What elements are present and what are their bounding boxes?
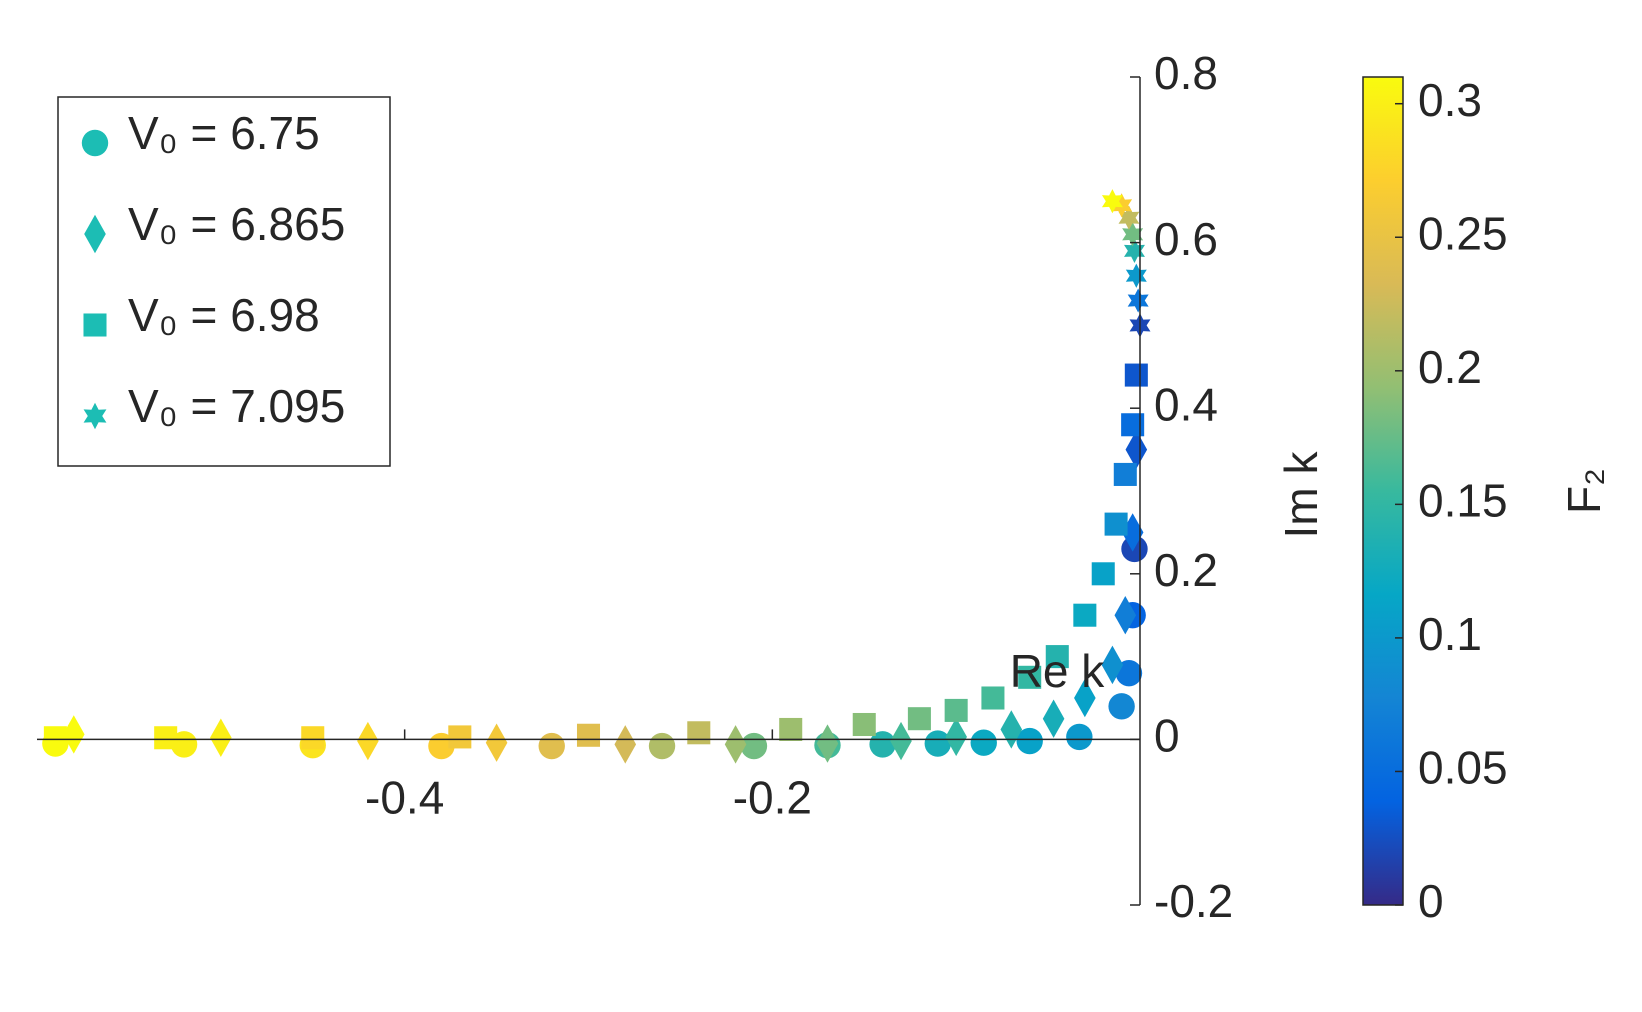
legend-label: V₀ = 6.75	[128, 107, 320, 159]
legend-marker	[81, 129, 109, 157]
colorbar-tick-label: 0.15	[1418, 475, 1508, 527]
y-tick-label: 0.6	[1154, 213, 1218, 265]
point	[1091, 562, 1115, 586]
legend-label: V₀ = 6.865	[128, 198, 345, 250]
colorbar-tick-label: 0.2	[1418, 341, 1482, 393]
point	[1127, 288, 1149, 313]
legend-label: V₀ = 7.095	[128, 380, 345, 432]
point	[1124, 238, 1145, 263]
point	[924, 730, 951, 757]
y-axis-label: Im k	[1275, 451, 1327, 539]
point	[1125, 430, 1148, 469]
point	[1045, 645, 1069, 669]
point	[970, 729, 997, 756]
point	[485, 723, 508, 762]
point	[648, 732, 676, 760]
point	[614, 725, 637, 764]
point	[945, 717, 967, 757]
point	[869, 731, 896, 758]
point	[357, 721, 379, 761]
colorbar-tick-label: 0.25	[1418, 207, 1508, 259]
point	[1125, 263, 1147, 288]
x-tick-label: -0.4	[365, 772, 444, 824]
colorbar-tick-label: 0.1	[1418, 608, 1482, 660]
colorbar	[1362, 76, 1404, 906]
x-axis-label: Re k	[1010, 645, 1106, 697]
y-tick-label: 0.8	[1154, 47, 1218, 99]
y-tick-label: 0.4	[1154, 378, 1218, 430]
point	[1113, 462, 1137, 486]
point	[1115, 659, 1143, 687]
point	[170, 731, 198, 758]
point	[448, 725, 472, 749]
point	[1073, 603, 1097, 627]
point	[43, 726, 67, 750]
point	[1104, 512, 1128, 536]
point	[1000, 710, 1023, 749]
point	[1121, 413, 1145, 437]
point	[687, 721, 711, 745]
plot-area	[42, 189, 1151, 764]
point	[1074, 678, 1096, 718]
point	[1122, 222, 1144, 247]
legend-label: V₀ = 6.98	[128, 289, 320, 341]
point	[1124, 363, 1148, 387]
point	[538, 732, 565, 760]
legend-marker	[83, 313, 107, 337]
point	[981, 686, 1005, 710]
point	[576, 723, 601, 747]
point	[1066, 723, 1093, 751]
point	[907, 707, 931, 731]
point	[852, 712, 876, 737]
point	[301, 726, 325, 750]
point	[724, 725, 747, 764]
point	[890, 721, 912, 761]
point	[1018, 665, 1042, 689]
point	[944, 698, 968, 722]
point	[1114, 596, 1137, 635]
point	[1016, 727, 1043, 755]
colorbar-label: F₂	[1558, 468, 1610, 514]
legend-box	[57, 96, 391, 467]
colorbar-tick-label: 0.3	[1418, 74, 1482, 126]
point	[62, 715, 85, 754]
point	[210, 718, 232, 757]
point	[1108, 693, 1135, 720]
point	[1118, 205, 1140, 230]
point	[1101, 189, 1123, 214]
y-tick-label: 0	[1154, 710, 1180, 762]
point	[816, 724, 839, 763]
colorbar-tick-label: 0.05	[1418, 742, 1508, 794]
point	[1101, 645, 1124, 685]
legend-marker	[84, 214, 106, 254]
y-tick-label: 0.2	[1154, 544, 1218, 596]
point	[1042, 699, 1065, 738]
colorbar-tick-label: 0	[1418, 875, 1444, 927]
point	[154, 726, 178, 750]
x-tick-label: -0.2	[733, 772, 812, 824]
point	[779, 717, 803, 741]
legend-marker	[83, 402, 107, 430]
y-tick-label: -0.2	[1154, 875, 1233, 927]
